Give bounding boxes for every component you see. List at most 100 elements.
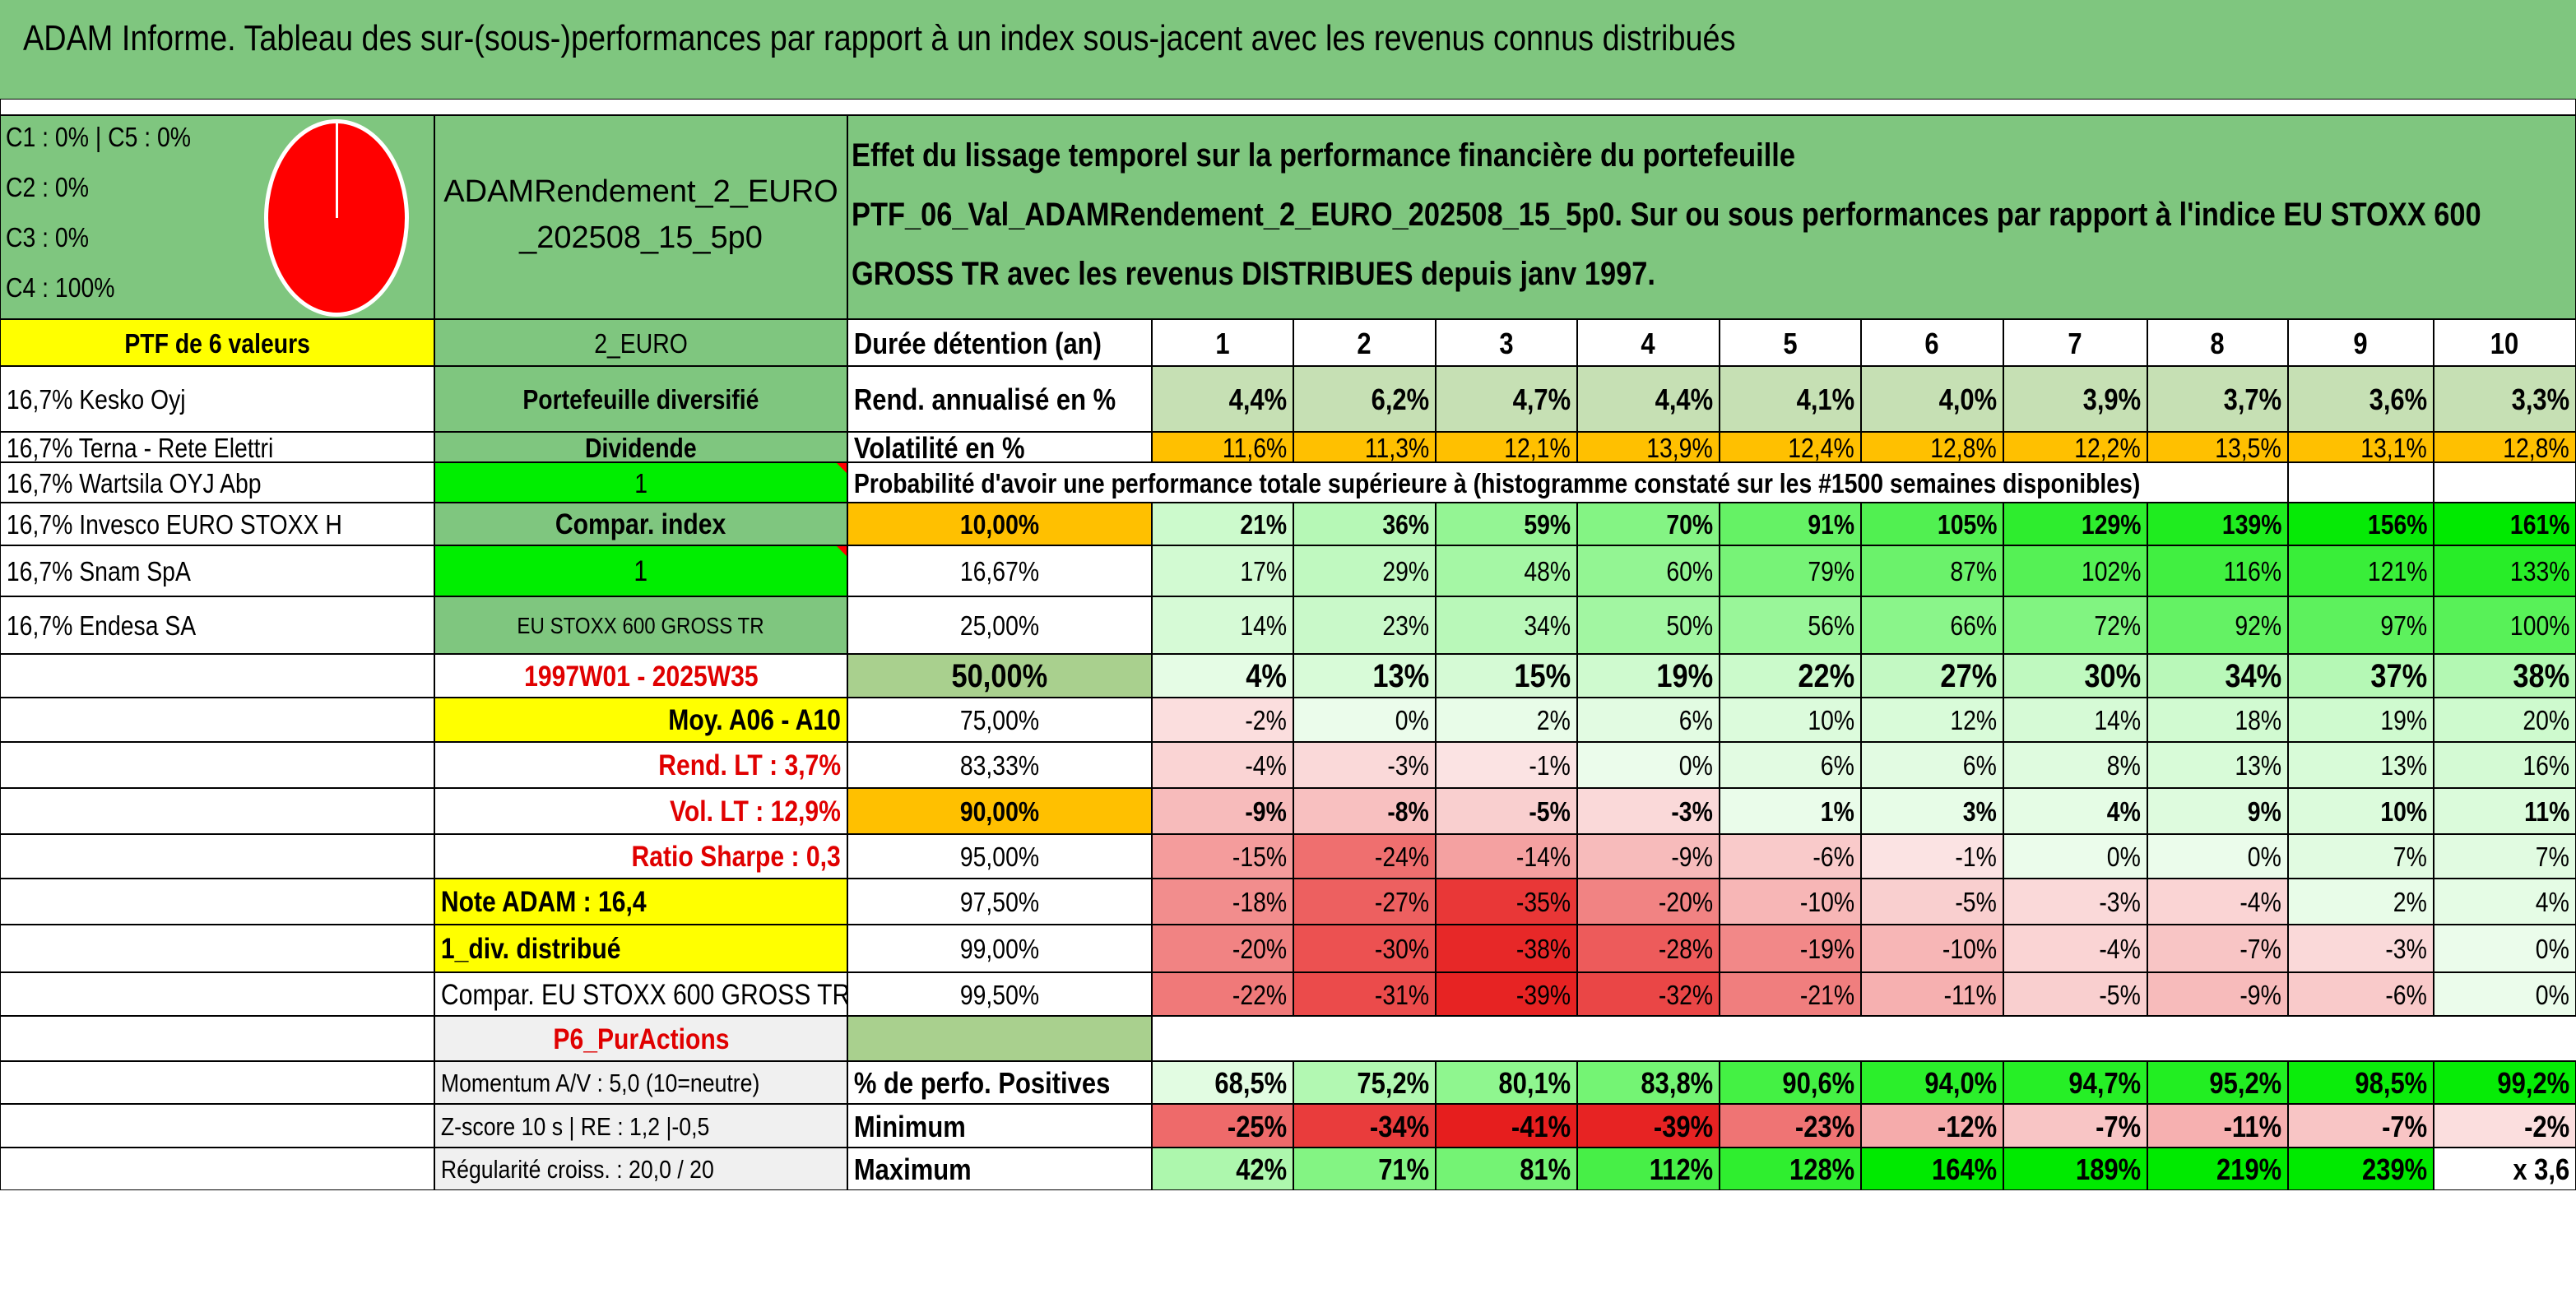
quantile-value: 36%: [1293, 503, 1436, 545]
minimum-value: -41%: [1436, 1104, 1577, 1148]
minimum-value: -2%: [2434, 1104, 2576, 1148]
quantile-value-text: -22%: [1232, 980, 1288, 1010]
quantile-value: -11%: [1861, 972, 2003, 1016]
quantile-value-text: -11%: [1943, 980, 1998, 1010]
year-header: 1: [1152, 319, 1293, 366]
quantile-label-text: 50,00%: [951, 658, 1048, 694]
zscore-label-text: Z-score 10 s | RE : 1,2 |-0,5: [440, 1112, 710, 1141]
positive-perf-value: 75,2%: [1293, 1061, 1436, 1104]
quantile-value: -31%: [1293, 972, 1436, 1016]
empty-cell: [0, 698, 434, 742]
holding-item: 16,7% Endesa SA: [0, 596, 434, 654]
positive-perf-value: 95,2%: [2147, 1061, 2288, 1104]
minimum-value: -23%: [1720, 1104, 1861, 1148]
quantile-value-text: -20%: [1658, 887, 1714, 917]
period-label: 1997W01 - 2025W35: [434, 654, 847, 698]
quantile-label: 95,00%: [847, 834, 1152, 879]
dividend-value: 1: [434, 462, 847, 503]
quantile-value: 116%: [2147, 545, 2288, 596]
rend-value: 4,0%: [1861, 366, 2003, 432]
quantile-value: 13%: [2288, 742, 2434, 788]
quantile-value: 10%: [2288, 788, 2434, 834]
quantile-value: -4%: [2003, 925, 2147, 972]
year-header: 7: [2003, 319, 2147, 366]
quantile-value-text: -39%: [1515, 980, 1571, 1010]
vol-value: 11,3%: [1293, 432, 1436, 462]
quantile-value: 91%: [1720, 503, 1861, 545]
quantile-value-text: 4%: [2107, 796, 2142, 827]
quantile-value: -10%: [1861, 925, 2003, 972]
quantile-value-text: -3%: [1671, 796, 1714, 827]
quantile-value-text: -32%: [1658, 980, 1714, 1010]
empty-cell: [0, 834, 434, 879]
vol-value-text: 13,1%: [2360, 433, 2428, 462]
quantile-value-text: -4%: [1245, 750, 1288, 781]
vol-value-text: 12,2%: [2074, 433, 2142, 462]
maximum-value: 189%: [2003, 1148, 2147, 1190]
maximum-value: 81%: [1436, 1148, 1577, 1190]
quantile-value: 3%: [1861, 788, 2003, 834]
quantile-value: 0%: [1293, 698, 1436, 742]
quantile-value: 19%: [2288, 698, 2434, 742]
quantile-label-text: 99,50%: [959, 980, 1040, 1010]
quantile-label-text: 90,00%: [959, 796, 1040, 827]
holding-item-text: 16,7% Invesco EURO STOXX H: [6, 509, 342, 540]
minimum-value-text: -2%: [2524, 1110, 2570, 1143]
quantile-value: 38%: [2434, 654, 2576, 698]
quantile-value: 11%: [2434, 788, 2576, 834]
vol-value-text: 12,4%: [1788, 433, 1855, 462]
div-label-text: 1_div. distribué: [440, 933, 621, 965]
positive-perf-value-text: 80,1%: [1498, 1066, 1571, 1100]
probability-label-text: Probabilité d'avoir une performance tota…: [853, 468, 2141, 498]
positive-perf-value-text: 83,8%: [1641, 1066, 1714, 1100]
vol-lt-label-text: Vol. LT : 12,9%: [670, 795, 842, 828]
quantile-value-text: -4%: [2099, 934, 2142, 964]
quantile-value: -6%: [2288, 972, 2434, 1016]
quantile-value: 72%: [2003, 596, 2147, 654]
quantile-value-text: 34%: [2225, 658, 2282, 694]
quantile-label-text: 16,67%: [959, 556, 1040, 587]
quantile-label-text: 97,50%: [959, 887, 1040, 917]
vol-label-text: Volatilité en %: [853, 432, 1025, 462]
quantile-value-text: -19%: [1799, 934, 1855, 964]
quantile-value: 10%: [1720, 698, 1861, 742]
quantile-label-text: 95,00%: [959, 842, 1040, 872]
quantile-value-text: 19%: [1656, 658, 1714, 694]
quantile-label: 99,50%: [847, 972, 1152, 1016]
quantile-value: 139%: [2147, 503, 2288, 545]
quantile-label-text: 83,33%: [959, 750, 1040, 781]
empty-cell: [0, 654, 434, 698]
compar-index-label: Compar. index: [434, 503, 847, 545]
quantile-value: 13%: [1293, 654, 1436, 698]
vol-label: Volatilité en %: [847, 432, 1152, 462]
quantile-value: -5%: [1861, 879, 2003, 925]
holding-item-text: 16,7% Endesa SA: [6, 610, 197, 641]
pie-legend-line: C4 : 100%: [6, 272, 115, 303]
quantile-value-text: 2%: [1537, 705, 1571, 735]
dividend-label: Dividende: [434, 432, 847, 462]
duration-label-text: Durée détention (an): [853, 327, 1102, 360]
quantile-value: -20%: [1152, 925, 1293, 972]
maximum-value-text: x 3,6: [2513, 1152, 2570, 1186]
quantile-value: -10%: [1720, 879, 1861, 925]
holding-item-text: 16,7% Wartsila OYJ Abp: [6, 468, 262, 498]
quantile-value: -1%: [1861, 834, 2003, 879]
year-header: 2: [1293, 319, 1436, 366]
quantile-value-text: 17%: [1240, 556, 1288, 587]
note-adam-label: Note ADAM : 16,4: [434, 879, 847, 925]
rend-value: 3,3%: [2434, 366, 2576, 432]
maximum-value-text: 164%: [1931, 1152, 1998, 1186]
quantile-value: 23%: [1293, 596, 1436, 654]
quantile-value-text: -9%: [1245, 796, 1288, 827]
quantile-value-text: 70%: [1666, 509, 1714, 540]
portfolio-description: Effet du lissage temporel sur la perform…: [847, 115, 2576, 319]
quantile-value-text: 0%: [2107, 842, 2142, 872]
momentum-label: Momentum A/V : 5,0 (10=neutre): [434, 1061, 847, 1104]
quantile-value-text: 38%: [2513, 658, 2570, 694]
year-header: 10: [2434, 319, 2576, 366]
quantile-value-text: 7%: [2536, 842, 2570, 872]
year-header: 5: [1720, 319, 1861, 366]
quantile-value: 6%: [1861, 742, 2003, 788]
holding-item-text: 16,7% Terna - Rete Elettri: [6, 433, 274, 462]
quantile-value: -20%: [1577, 879, 1720, 925]
